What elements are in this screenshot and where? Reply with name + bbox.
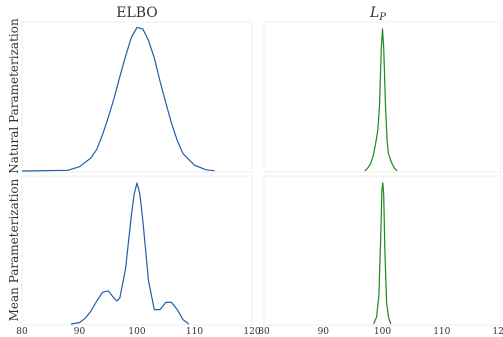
row-label-mean: Mean Parameterization <box>7 178 21 321</box>
x-tick-label: 120 <box>492 327 503 337</box>
col-title-lp: LP <box>369 5 386 23</box>
density-line-natural-lp <box>364 28 398 172</box>
row-label-natural: Natural Parameterization <box>7 18 21 174</box>
x-tick-label: 90 <box>318 327 330 337</box>
x-tick-label: 110 <box>433 327 450 337</box>
density-line-mean-elbo <box>70 182 190 325</box>
panels <box>21 21 502 326</box>
col-title-lp-subscript: P <box>378 12 386 23</box>
density-line-natural-elbo <box>21 26 215 172</box>
x-tick-label: 110 <box>186 327 203 337</box>
x-tick-label: 80 <box>16 327 28 337</box>
x-tick-label: 80 <box>258 327 270 337</box>
density-line-mean-lp <box>373 182 392 325</box>
col-title-lp-main: L <box>369 5 379 21</box>
x-tick-label: 100 <box>128 327 145 337</box>
x-tick-label: 100 <box>374 327 391 337</box>
col-title-elbo: ELBO <box>116 5 158 21</box>
panel-frame-natural-elbo <box>21 21 253 173</box>
panel-frame-mean-lp <box>263 175 502 326</box>
x-tick-labels: 80901001101208090100110120 <box>16 327 503 337</box>
panel-frame-natural-lp <box>263 21 502 173</box>
x-tick-label: 90 <box>74 327 86 337</box>
x-tick-label: 120 <box>243 327 260 337</box>
panel-frame-mean-elbo <box>21 175 253 326</box>
